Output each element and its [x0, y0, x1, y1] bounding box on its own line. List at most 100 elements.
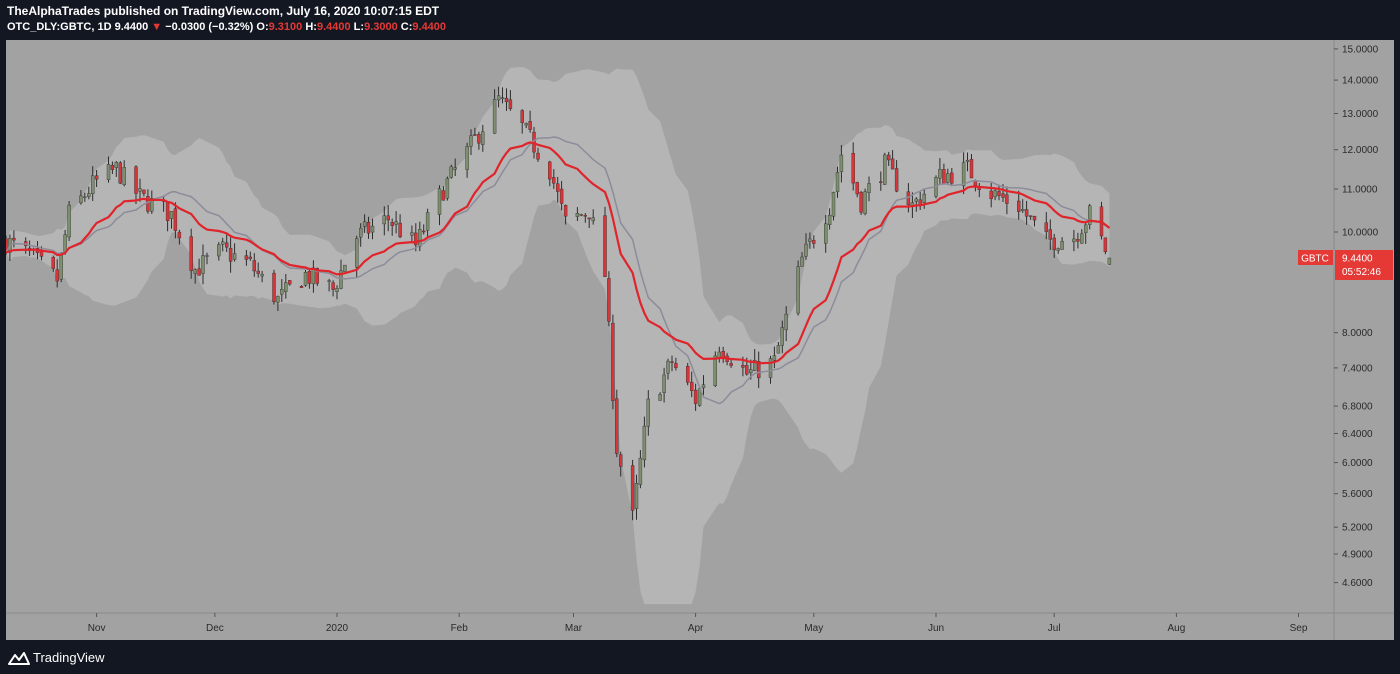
- candle-body: [824, 223, 828, 244]
- candle-body: [965, 159, 970, 162]
- candle-body: [244, 255, 249, 260]
- candle: [658, 392, 662, 401]
- candle-body: [169, 210, 174, 219]
- y-tick-label: 15.0000: [1342, 44, 1379, 55]
- candle: [118, 161, 123, 185]
- candle-body: [1072, 238, 1076, 243]
- candle: [422, 224, 426, 235]
- candle: [445, 176, 450, 201]
- candle: [1044, 212, 1049, 240]
- candle-body: [51, 257, 55, 269]
- candle: [307, 268, 312, 289]
- candle-body: [851, 152, 855, 184]
- candle: [504, 88, 509, 111]
- candle-body: [449, 166, 453, 178]
- candle: [12, 230, 16, 248]
- candle-body: [768, 358, 773, 378]
- candle: [217, 242, 221, 261]
- y-tick-label: 5.6000: [1342, 489, 1373, 500]
- candle-body: [701, 384, 706, 389]
- candle: [220, 237, 225, 252]
- candle: [1087, 203, 1092, 230]
- candle-body: [276, 296, 280, 303]
- candle-body: [989, 190, 993, 200]
- price-chart[interactable]: 15.0000 14.0000 13.0000 12.0000 11.0000 10.00…: [6, 40, 1394, 640]
- candle-body: [1107, 257, 1112, 265]
- candle: [646, 390, 650, 436]
- y-tick-label: 7.4000: [1342, 363, 1373, 374]
- candle: [776, 342, 781, 354]
- candle-body: [642, 425, 647, 461]
- candle: [106, 156, 111, 183]
- x-tick-label: Feb: [451, 623, 469, 634]
- candle-body: [638, 457, 643, 485]
- candle: [757, 351, 761, 389]
- candle: [619, 451, 623, 477]
- candle: [638, 450, 643, 489]
- candle: [753, 349, 757, 372]
- candle: [1048, 219, 1053, 250]
- candle-body: [686, 366, 690, 383]
- candle: [524, 122, 528, 129]
- candle-body: [674, 363, 678, 368]
- candle: [477, 131, 481, 150]
- candle-body: [260, 274, 264, 277]
- candle: [993, 188, 997, 201]
- candle: [583, 213, 587, 223]
- candle: [863, 188, 867, 216]
- candle-body: [528, 121, 532, 130]
- chart-area[interactable]: 15.0000 14.0000 13.0000 12.0000 11.0000 10.00…: [6, 40, 1394, 640]
- candle-body: [477, 133, 481, 144]
- candle-body: [559, 188, 564, 204]
- brand-name[interactable]: TradingView: [33, 650, 105, 665]
- candle-body: [749, 369, 753, 374]
- candle-body: [603, 215, 607, 277]
- y-tick-label: 14.0000: [1342, 76, 1379, 87]
- candle: [611, 314, 615, 410]
- candle: [224, 234, 229, 252]
- candle: [887, 151, 891, 166]
- candle-body: [630, 465, 635, 511]
- candle-body: [1103, 237, 1108, 252]
- candle-body: [224, 242, 229, 248]
- candle-body: [808, 238, 812, 242]
- candle-body: [362, 221, 367, 227]
- candle-body: [394, 221, 398, 225]
- candle-body: [496, 95, 501, 101]
- candle-body: [1056, 248, 1060, 251]
- candle-body: [1032, 215, 1037, 221]
- symbol-tag-box: [1298, 250, 1333, 265]
- candle-body: [961, 162, 966, 187]
- candle-body: [248, 256, 253, 259]
- candle-body: [390, 222, 394, 226]
- price-tag-box: [1335, 250, 1393, 280]
- candle-body: [745, 365, 749, 375]
- tradingview-logo-icon[interactable]: [8, 650, 30, 666]
- candle: [575, 207, 580, 221]
- candle: [1060, 237, 1064, 250]
- candle-body: [83, 196, 87, 199]
- candle: [713, 351, 717, 388]
- candle-body: [780, 327, 784, 346]
- candle: [299, 285, 304, 288]
- candle: [536, 147, 540, 162]
- candle-body: [831, 192, 836, 217]
- candle-body: [552, 177, 556, 184]
- y-tick-label: 8.0000: [1342, 328, 1373, 339]
- candle-body: [670, 361, 674, 364]
- candle-body: [548, 161, 552, 180]
- candle-body: [370, 225, 375, 233]
- candle-body: [12, 237, 16, 241]
- candle: [193, 268, 197, 284]
- candle-body: [201, 255, 205, 274]
- candle: [343, 264, 347, 272]
- chart-footer: TradingView: [0, 641, 1400, 674]
- candle-body: [410, 232, 414, 236]
- candle-body: [646, 398, 650, 427]
- candle-body: [441, 190, 446, 201]
- candle-body: [55, 269, 59, 282]
- candle-body: [776, 345, 781, 354]
- candle: [94, 170, 99, 187]
- candle: [394, 211, 398, 234]
- candle: [508, 90, 513, 111]
